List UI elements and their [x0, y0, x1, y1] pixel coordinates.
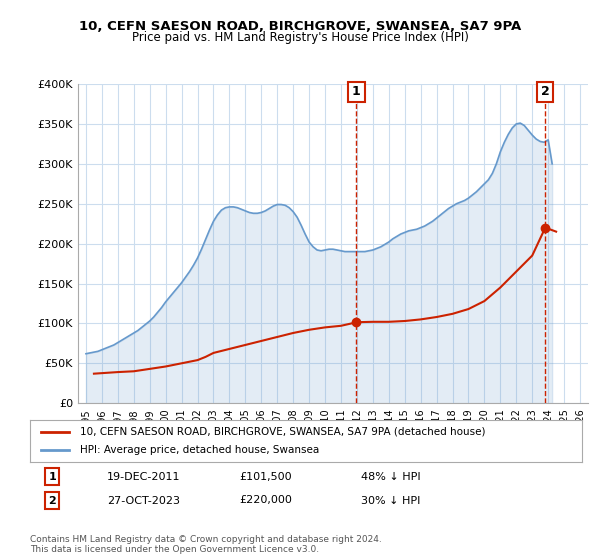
Text: 10, CEFN SAESON ROAD, BIRCHGROVE, SWANSEA, SA7 9PA: 10, CEFN SAESON ROAD, BIRCHGROVE, SWANSE… — [79, 20, 521, 32]
Text: 10, CEFN SAESON ROAD, BIRCHGROVE, SWANSEA, SA7 9PA (detached house): 10, CEFN SAESON ROAD, BIRCHGROVE, SWANSE… — [80, 427, 485, 437]
Text: 19-DEC-2011: 19-DEC-2011 — [107, 472, 181, 482]
Text: 27-OCT-2023: 27-OCT-2023 — [107, 496, 180, 506]
Text: £220,000: £220,000 — [240, 496, 293, 506]
Text: 30% ↓ HPI: 30% ↓ HPI — [361, 496, 421, 506]
Text: Contains HM Land Registry data © Crown copyright and database right 2024.
This d: Contains HM Land Registry data © Crown c… — [30, 535, 382, 554]
Text: HPI: Average price, detached house, Swansea: HPI: Average price, detached house, Swan… — [80, 445, 319, 455]
Text: 2: 2 — [48, 496, 56, 506]
Text: 48% ↓ HPI: 48% ↓ HPI — [361, 472, 421, 482]
Text: £101,500: £101,500 — [240, 472, 292, 482]
Text: 1: 1 — [48, 472, 56, 482]
Text: Price paid vs. HM Land Registry's House Price Index (HPI): Price paid vs. HM Land Registry's House … — [131, 31, 469, 44]
Text: 1: 1 — [352, 86, 361, 99]
Text: 2: 2 — [541, 86, 550, 99]
